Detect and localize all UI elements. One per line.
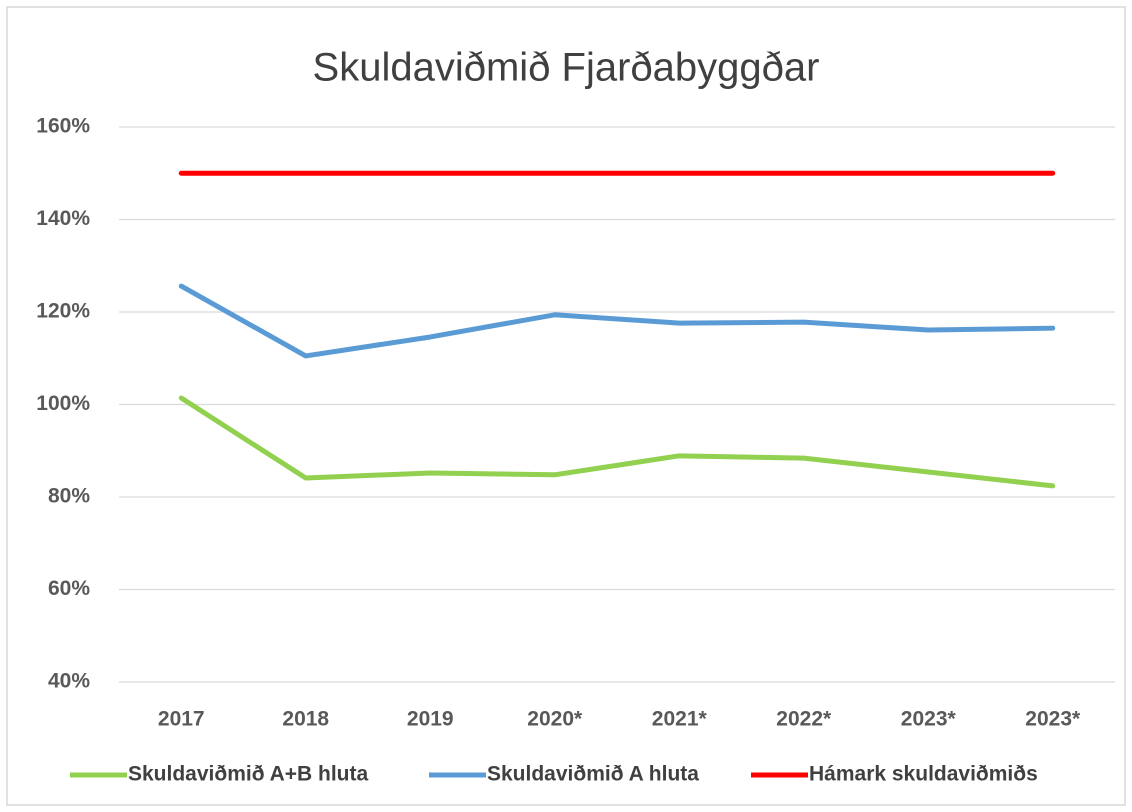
legend-label: Hámark skuldaviðmiðs [809, 763, 1038, 786]
y-tick-label: 80% [48, 485, 90, 508]
y-tick-label: 40% [48, 670, 90, 693]
y-tick-label: 120% [36, 300, 90, 323]
x-tick-label: 2017 [158, 708, 205, 731]
x-tick-label: 2020* [527, 708, 583, 731]
legend-label: Skuldaviðmið A+B hluta [128, 763, 368, 786]
chart-title: Skuldaviðmið Fjarðabyggðar [313, 46, 820, 90]
x-tick-label: 2023* [1025, 708, 1081, 731]
y-tick-label: 100% [36, 392, 90, 415]
legend-label: Skuldaviðmið A hluta [487, 763, 699, 786]
x-tick-label: 2023* [901, 708, 957, 731]
x-tick-label: 2019 [407, 708, 454, 731]
x-tick-label: 2022* [776, 708, 832, 731]
series-line [178, 283, 1056, 359]
x-tick-label: 2018 [282, 708, 329, 731]
x-tick-label: 2021* [652, 708, 708, 731]
y-tick-label: 140% [36, 207, 90, 230]
series-line [178, 395, 1056, 489]
y-tick-label: 60% [48, 577, 90, 600]
y-tick-label: 160% [36, 115, 90, 138]
